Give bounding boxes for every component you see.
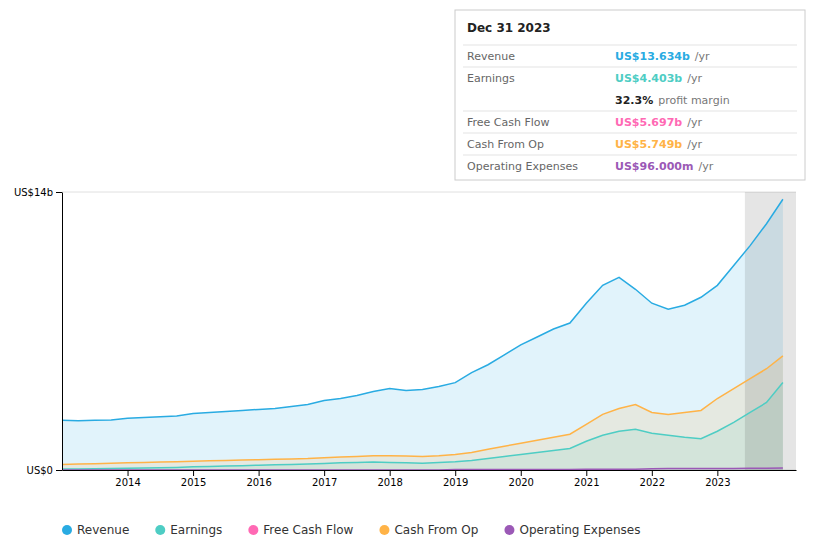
y-tick-mark: [56, 192, 62, 193]
info-box-suffix: /yr: [698, 160, 713, 173]
legend-item: Operating Expenses: [504, 523, 640, 537]
x-tick: 2018: [377, 470, 402, 488]
x-tick: 2014: [115, 470, 140, 488]
chart: 2014 2015 2016 2017 2018 2019 2020 2021 2022 2023…: [0, 0, 821, 560]
grid: [62, 192, 796, 470]
legend-swatch: [155, 525, 165, 535]
x-tick-label: 2014: [115, 477, 140, 488]
info-box-value: US$96.000m: [615, 160, 693, 173]
info-box-label: Operating Expenses: [467, 160, 578, 173]
x-tick: 2022: [640, 470, 665, 488]
legend-item: Cash From Op: [379, 523, 478, 537]
info-box-suffix: profit margin: [658, 94, 730, 107]
y-axis: US$0 US$14b: [14, 187, 63, 476]
series-area: [62, 468, 783, 470]
y-tick-label: US$0: [27, 465, 53, 476]
x-axis-line: [63, 470, 797, 471]
x-tick: 2021: [574, 470, 599, 488]
series-line: [62, 356, 783, 465]
x-tick-label: 2023: [705, 477, 730, 488]
shaded-region: [745, 192, 796, 470]
info-box-label: Cash From Op: [467, 138, 544, 151]
legend-swatch: [248, 525, 258, 535]
info-box-separator: [463, 155, 797, 156]
legend: Revenue Earnings Free Cash Flow Cash From O…: [62, 523, 640, 537]
x-tick: 2017: [312, 470, 337, 488]
y-tick-mark: [56, 470, 62, 471]
x-tick-label: 2015: [181, 477, 206, 488]
legend-swatch: [504, 525, 514, 535]
x-tick-mark: [390, 470, 391, 476]
info-box-label: Revenue: [467, 50, 515, 63]
x-tick: 2020: [509, 470, 534, 488]
info-box-label: Earnings: [467, 72, 515, 85]
x-tick-mark: [324, 470, 325, 476]
info-box-suffix: /yr: [687, 138, 702, 151]
y-tick: US$0: [27, 465, 62, 476]
info-box-frame: [455, 10, 805, 180]
info-box: Dec 31 2023 Revenue US$13.634b/yr Earnings U…: [455, 10, 805, 180]
x-tick: 2015: [181, 470, 206, 488]
x-tick-mark: [455, 470, 456, 476]
x-tick: 2019: [443, 470, 468, 488]
y-tick: US$14b: [14, 187, 62, 198]
x-tick-label: 2021: [574, 477, 599, 488]
series-line: [62, 199, 783, 420]
legend-swatch: [379, 525, 389, 535]
legend-item: Earnings: [155, 523, 222, 537]
info-box-value: US$13.634b: [615, 50, 690, 63]
series-area: [62, 199, 783, 470]
legend-label: Operating Expenses: [519, 523, 640, 537]
info-box-suffix: /yr: [687, 116, 702, 129]
info-box-title: Dec 31 2023: [467, 21, 551, 35]
info-box-suffix: /yr: [695, 50, 710, 63]
legend-item: Revenue: [62, 523, 129, 537]
info-box-value: US$5.749b: [615, 138, 682, 151]
info-box-separator: [463, 133, 797, 134]
legend-label: Earnings: [170, 523, 222, 537]
info-box-separator: [463, 45, 797, 46]
info-box-value: 32.3%: [615, 94, 653, 107]
x-tick: 2016: [246, 470, 271, 488]
x-tick-mark: [717, 470, 718, 476]
x-tick-label: 2016: [246, 477, 271, 488]
x-tick-mark: [193, 470, 194, 476]
x-tick-label: 2018: [377, 477, 402, 488]
info-box-value: US$4.403b: [615, 72, 682, 85]
info-box-separator: [463, 111, 797, 112]
info-box-value: US$5.697b: [615, 116, 682, 129]
x-tick-mark: [586, 470, 587, 476]
x-tick: 2023: [705, 470, 730, 488]
legend-label: Cash From Op: [394, 523, 478, 537]
x-tick-label: 2020: [509, 477, 534, 488]
x-axis: 2014 2015 2016 2017 2018 2019 2020 2021 2022 2023: [63, 470, 797, 488]
x-tick-mark: [259, 470, 260, 476]
x-tick-label: 2019: [443, 477, 468, 488]
x-tick-mark: [652, 470, 653, 476]
x-tick-label: 2017: [312, 477, 337, 488]
plot-area: [62, 192, 796, 470]
x-tick-label: 2022: [640, 477, 665, 488]
legend-item: Free Cash Flow: [248, 523, 353, 537]
x-tick-mark: [521, 470, 522, 476]
legend-swatch: [62, 525, 72, 535]
y-tick-label: US$14b: [14, 187, 53, 198]
legend-label: Free Cash Flow: [263, 523, 353, 537]
grid-line: [62, 192, 796, 193]
legend-label: Revenue: [77, 523, 129, 537]
info-box-suffix: /yr: [687, 72, 702, 85]
series-line: [62, 468, 783, 470]
info-box-separator: [463, 67, 797, 68]
y-axis-line: [62, 193, 63, 471]
info-box-label: Free Cash Flow: [467, 116, 550, 129]
series-area: [62, 356, 783, 470]
x-tick-mark: [128, 470, 129, 476]
